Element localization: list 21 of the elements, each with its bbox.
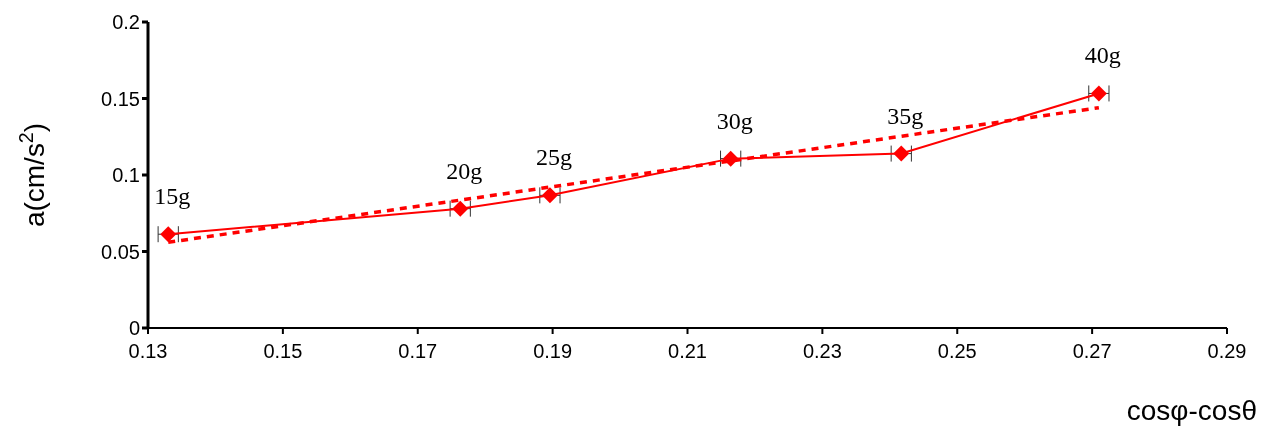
x-tick-label: 0.21: [668, 340, 707, 363]
annotation: 15g: [154, 183, 191, 210]
x-axis-title: cosφ-cosθ: [1126, 395, 1257, 426]
y-tick-label: 0.1: [112, 164, 140, 187]
annotation: 25g: [535, 144, 572, 171]
y-tick-label: 0.2: [112, 11, 140, 34]
annotation: 20g: [446, 157, 483, 184]
annotation: 30g: [716, 107, 753, 134]
annotation: 35g: [887, 102, 924, 129]
y-tick-label: 0.15: [101, 87, 140, 110]
y-tick-label: 0.05: [101, 240, 140, 263]
x-tick-label: 0.19: [533, 340, 573, 363]
x-tick-label: 0.25: [937, 340, 977, 363]
x-tick-label: 0.13: [128, 340, 168, 363]
x-tick-label: 0.15: [263, 340, 303, 363]
x-tick-label: 0.23: [802, 340, 842, 363]
x-tick-label: 0.17: [398, 340, 438, 363]
y-tick-label: 0: [128, 317, 140, 340]
x-tick-label: 0.29: [1207, 340, 1247, 363]
x-tick-label: 0.27: [1072, 340, 1112, 363]
annotation: 40g: [1084, 42, 1121, 69]
